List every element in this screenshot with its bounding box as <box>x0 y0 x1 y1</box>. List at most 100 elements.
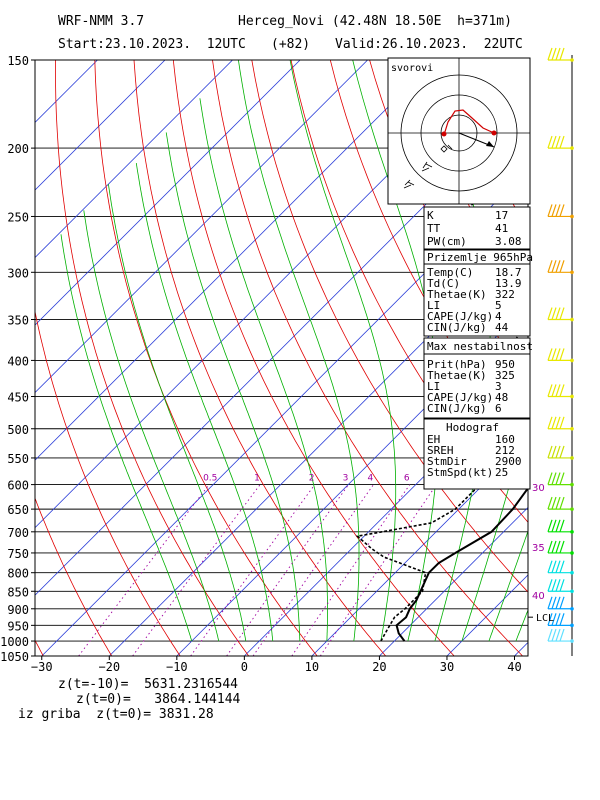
wind-barb <box>547 445 574 460</box>
wind-barb <box>547 260 574 275</box>
hodo-row-label: StmSpd(kt) <box>427 466 493 479</box>
pressure-tick-label: 200 <box>7 142 29 156</box>
temperature-tick-label: 0 <box>241 660 248 674</box>
isotherm <box>35 60 166 191</box>
z-grib-line: iz griba z(t=0)= 3831.28 <box>18 707 214 722</box>
temperature-axis: −30 −20 −10 0 10 20 30 40 <box>31 656 522 674</box>
indices-box: K 17 TT 41 PW(cm) 3.08 <box>423 206 531 250</box>
surface-row-value: 5 <box>495 299 502 312</box>
hodo-row-label: SREH <box>427 444 454 457</box>
mixing-ratio-line <box>252 484 374 656</box>
temperature-tick-label: 40 <box>507 660 521 674</box>
dry-adiabat <box>212 60 523 656</box>
wind-barb <box>547 560 574 575</box>
pressure-tick-label: 350 <box>7 314 29 328</box>
lcl-label: LCL <box>536 613 554 624</box>
wind-barb <box>547 348 574 363</box>
pressure-tick-label: 900 <box>7 603 29 617</box>
wind-barb <box>547 519 574 534</box>
moist-adiabat <box>238 60 360 642</box>
dry-adiabat <box>55 60 250 656</box>
maxunstable-title: Max nestabilnost <box>427 340 533 353</box>
isotherm <box>41 169 528 656</box>
maxunstable-row-value: 950 <box>495 358 515 371</box>
pressure-tick-label: 400 <box>7 354 29 368</box>
pressure-tick-label: 950 <box>7 619 29 633</box>
station-label: Herceg_Novi (42.48N 18.50E h=371m) <box>238 14 512 29</box>
wind-speed-label: 30 <box>532 483 545 494</box>
mixing-ratio-label: 3 <box>343 474 349 484</box>
isotherm <box>35 60 233 259</box>
maxunstable-row-label: Thetae(K) <box>427 369 487 382</box>
surface-row-value: 13.9 <box>495 277 522 290</box>
wind-barb <box>547 579 574 594</box>
surface-title: Prizemlje 965hPa <box>427 251 533 264</box>
pressure-tick-label: 300 <box>7 266 29 280</box>
lead-label: (+82) <box>271 37 311 52</box>
pw-value: 3.08 <box>495 235 522 248</box>
hodograph: svorovi <box>387 57 531 205</box>
temperature-tick-label: −10 <box>166 660 188 674</box>
maxunstable-row-value: 3 <box>495 380 502 393</box>
maxunstable-row-value: 6 <box>495 402 502 415</box>
pressure-tick-label: 250 <box>7 210 29 224</box>
wind-barb <box>547 472 574 487</box>
model-label: WRF-NMM 3.7 <box>58 14 145 29</box>
isotherm <box>35 60 368 394</box>
pw-label: PW(cm) <box>427 235 467 248</box>
wind-speed-label: 35 <box>532 543 545 554</box>
hodograph-title: svorovi <box>391 63 433 74</box>
hodo-row-value: 2900 <box>495 455 522 468</box>
surface-row-label: LI <box>427 299 440 312</box>
isotherm <box>311 439 528 656</box>
isotherm <box>109 236 528 656</box>
hodo-title: Hodograf <box>446 421 499 434</box>
wind-barb <box>547 135 574 150</box>
surface-row-label: Td(C) <box>427 277 460 290</box>
isotherm <box>35 60 301 326</box>
surface-row-label: Thetae(K) <box>427 288 487 301</box>
dry-adiabat <box>526 60 528 65</box>
mixing-ratio-line <box>190 484 316 656</box>
surface-row-label: Temp(C) <box>427 266 473 279</box>
hodo-row-label: StmDir <box>427 455 467 468</box>
mixing-ratio-line <box>132 484 261 656</box>
wind-barb <box>547 496 574 511</box>
moist-adiabat <box>199 98 328 642</box>
temperature-tick-label: −20 <box>98 660 120 674</box>
wind-barb <box>547 540 574 555</box>
isotherm <box>244 371 528 656</box>
hodo-row-value: 160 <box>495 433 515 446</box>
maxunstable-row-label: Prit(hPa) <box>427 358 487 371</box>
start-label: Start:23.10.2023. 12UTC <box>58 37 246 52</box>
moist-adiabat <box>83 210 220 642</box>
moist-adiabat <box>60 234 193 642</box>
moist-adiabat <box>165 132 301 642</box>
isotherm <box>582 60 600 656</box>
wind-barb <box>547 204 574 219</box>
surface-row-value: 18.7 <box>495 266 522 279</box>
surface-row-value: 322 <box>495 288 515 301</box>
wind-barb <box>547 613 574 628</box>
pressure-tick-label: 1000 <box>0 635 29 649</box>
pressure-tick-label: 600 <box>7 479 29 493</box>
k-label: K <box>427 209 434 222</box>
maxunstable-row-label: LI <box>427 380 440 393</box>
maxunstable-row-value: 48 <box>495 391 508 404</box>
mixing-ratio-label: 1 <box>254 474 260 484</box>
wind-barb <box>547 47 574 62</box>
surface-box: Prizemlje 965hPa Temp(C) 18.7 Td(C) 13.9 The… <box>423 249 533 337</box>
mixing-ratio-line <box>319 484 437 656</box>
z-zero-line: z(t=0)= 3864.144144 <box>76 692 241 707</box>
pressure-tick-label: 500 <box>7 423 29 437</box>
pressure-tick-label: 650 <box>7 503 29 517</box>
valid-label: Valid:26.10.2023. 22UTC <box>335 37 523 52</box>
pressure-tick-label: 550 <box>7 452 29 466</box>
hodo-row-value: 25 <box>495 466 508 479</box>
z-minus10-line: z(t=-10)= 5631.2316544 <box>58 677 239 692</box>
hodo-end-marker <box>491 130 497 136</box>
pressure-tick-label: 850 <box>7 585 29 599</box>
wind-barb <box>547 384 574 399</box>
moist-adiabat <box>108 184 247 642</box>
pressure-tick-label: 700 <box>7 526 29 540</box>
